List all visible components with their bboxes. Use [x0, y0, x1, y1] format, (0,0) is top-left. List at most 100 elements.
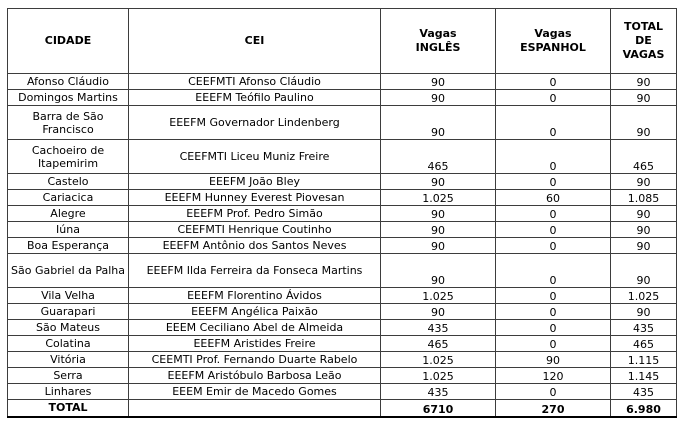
cei-cell: EEEM Emir de Macedo Gomes: [128, 383, 381, 400]
vagas-espanhol-cell: 0: [495, 335, 611, 352]
vagas-ingles-cell: 1.025: [380, 351, 496, 368]
cei-cell: CEEFMTI Liceu Muniz Freire: [128, 139, 381, 174]
vagas-ingles-cell: 1.025: [380, 287, 496, 304]
table-row: Barra de São Francisco EEEFM Governador …: [7, 105, 677, 140]
cei-cell: CEEFMTI Henrique Coutinho: [128, 221, 381, 238]
city-cell: Alegre: [7, 205, 129, 222]
table-row: Iúna CEEFMTI Henrique Coutinho 90 0 90: [7, 221, 677, 238]
vagas-espanhol-cell: 0: [495, 383, 611, 400]
cei-cell: EEEFM Teófilo Paulino: [128, 89, 381, 106]
total-vagas-cell: 90: [610, 105, 677, 140]
total-vagas-cell: 435: [610, 319, 677, 336]
column-header-cidade: CIDADE: [7, 8, 129, 74]
total-vagas-cell: 90: [610, 173, 677, 190]
column-header-vagas-espanhol: Vagas ESPANHOL: [495, 8, 611, 74]
vagas-espanhol-cell: 0: [495, 173, 611, 190]
cei-cell: EEEFM Hunney Everest Piovesan: [128, 189, 381, 206]
cei-cell: EEEFM Aristóbulo Barbosa Leão: [128, 367, 381, 384]
table-row: Guarapari EEEFM Angélica Paixão 90 0 90: [7, 303, 677, 320]
table-row: Boa Esperança EEEFM Antônio dos Santos N…: [7, 237, 677, 254]
cei-cell: EEEFM Ilda Ferreira da Fonseca Martins: [128, 253, 381, 288]
vagas-espanhol-cell: 60: [495, 189, 611, 206]
city-cell: São Mateus: [7, 319, 129, 336]
cei-cell: EEEFM Angélica Paixão: [128, 303, 381, 320]
table-row: Serra EEEFM Aristóbulo Barbosa Leão 1.02…: [7, 367, 677, 384]
vagas-espanhol-cell: 0: [495, 205, 611, 222]
cei-cell: EEEM Ceciliano Abel de Almeida: [128, 319, 381, 336]
vagas-ingles-cell: 90: [380, 173, 496, 190]
vagas-espanhol-cell: 0: [495, 105, 611, 140]
vagas-espanhol-cell: 0: [495, 89, 611, 106]
vagas-ingles-cell: 465: [380, 335, 496, 352]
vagas-ingles-cell: 90: [380, 253, 496, 288]
table-row: Cachoeiro de Itapemirim CEEFMTI Liceu Mu…: [7, 139, 677, 174]
total-cei-cell: [128, 399, 381, 418]
total-vagas-cell: 90: [610, 237, 677, 254]
table-row: São Mateus EEEM Ceciliano Abel de Almeid…: [7, 319, 677, 336]
table-header-row: CIDADE CEI Vagas INGLÊS Vagas ESPANHOL T…: [7, 8, 677, 74]
table-row: Colatina EEEFM Aristides Freire 465 0 46…: [7, 335, 677, 352]
vagas-ingles-cell: 90: [380, 89, 496, 106]
city-cell: Castelo: [7, 173, 129, 190]
total-vagas-ingles-cell: 6710: [380, 399, 496, 418]
vagas-espanhol-cell: 0: [495, 139, 611, 174]
vagas-table: CIDADE CEI Vagas INGLÊS Vagas ESPANHOL T…: [7, 8, 677, 418]
cei-cell: EEEFM Antônio dos Santos Neves: [128, 237, 381, 254]
vagas-ingles-cell: 1.025: [380, 367, 496, 384]
city-cell: Barra de São Francisco: [7, 105, 129, 140]
table-total-row: TOTAL 6710 270 6.980: [7, 399, 677, 418]
vagas-espanhol-cell: 0: [495, 303, 611, 320]
city-cell: Guarapari: [7, 303, 129, 320]
total-label-cell: TOTAL: [7, 399, 129, 418]
total-vagas-cell: 465: [610, 335, 677, 352]
vagas-ingles-cell: 435: [380, 383, 496, 400]
table-row: Vila Velha EEEFM Florentino Ávidos 1.025…: [7, 287, 677, 304]
vagas-espanhol-cell: 0: [495, 237, 611, 254]
column-header-total-de-vagas: TOTAL DE VAGAS: [610, 8, 677, 74]
city-cell: Cachoeiro de Itapemirim: [7, 139, 129, 174]
vagas-ingles-cell: 465: [380, 139, 496, 174]
total-vagas-cell: 1.085: [610, 189, 677, 206]
total-vagas-cell: 90: [610, 89, 677, 106]
total-vagas-espanhol-cell: 270: [495, 399, 611, 418]
city-cell: Boa Esperança: [7, 237, 129, 254]
vagas-ingles-cell: 90: [380, 205, 496, 222]
total-vagas-cell: 435: [610, 383, 677, 400]
total-vagas-cell: 90: [610, 221, 677, 238]
vagas-ingles-cell: 90: [380, 303, 496, 320]
vagas-espanhol-cell: 0: [495, 319, 611, 336]
total-vagas-cell: 1.145: [610, 367, 677, 384]
vagas-ingles-cell: 90: [380, 237, 496, 254]
vagas-espanhol-cell: 0: [495, 73, 611, 90]
cei-cell: EEEFM João Bley: [128, 173, 381, 190]
cei-cell: CEEFMTI Afonso Cláudio: [128, 73, 381, 90]
table-row: Vitória CEEMTI Prof. Fernando Duarte Rab…: [7, 351, 677, 368]
city-cell: Serra: [7, 367, 129, 384]
total-vagas-cell: 465: [610, 139, 677, 174]
total-vagas-geral-cell: 6.980: [610, 399, 677, 418]
city-cell: Colatina: [7, 335, 129, 352]
vagas-espanhol-cell: 0: [495, 221, 611, 238]
table-row: Cariacica EEEFM Hunney Everest Piovesan …: [7, 189, 677, 206]
table-row: São Gabriel da Palha EEEFM Ilda Ferreira…: [7, 253, 677, 288]
city-cell: São Gabriel da Palha: [7, 253, 129, 288]
table-row: Afonso Cláudio CEEFMTI Afonso Cláudio 90…: [7, 73, 677, 90]
vagas-ingles-cell: 90: [380, 105, 496, 140]
vagas-espanhol-cell: 0: [495, 287, 611, 304]
vagas-espanhol-cell: 90: [495, 351, 611, 368]
column-header-cei: CEI: [128, 8, 381, 74]
vagas-espanhol-cell: 120: [495, 367, 611, 384]
total-vagas-cell: 90: [610, 73, 677, 90]
vagas-ingles-cell: 1.025: [380, 189, 496, 206]
total-vagas-cell: 1.115: [610, 351, 677, 368]
total-vagas-cell: 90: [610, 303, 677, 320]
table-row: Domingos Martins EEEFM Teófilo Paulino 9…: [7, 89, 677, 106]
city-cell: Iúna: [7, 221, 129, 238]
vagas-ingles-cell: 90: [380, 73, 496, 90]
cei-cell: EEEFM Prof. Pedro Simão: [128, 205, 381, 222]
vagas-ingles-cell: 90: [380, 221, 496, 238]
table-row: Alegre EEEFM Prof. Pedro Simão 90 0 90: [7, 205, 677, 222]
city-cell: Domingos Martins: [7, 89, 129, 106]
total-vagas-cell: 90: [610, 253, 677, 288]
